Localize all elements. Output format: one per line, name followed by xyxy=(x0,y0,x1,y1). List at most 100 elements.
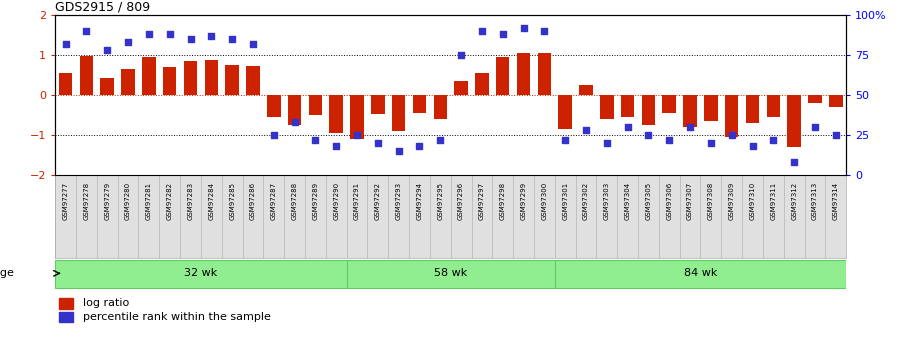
Bar xyxy=(267,95,281,117)
Point xyxy=(641,132,655,138)
Point xyxy=(807,124,822,130)
Bar xyxy=(59,73,72,95)
Text: GSM97283: GSM97283 xyxy=(187,181,194,220)
Text: GDS2915 / 809: GDS2915 / 809 xyxy=(55,1,150,14)
Text: GSM97284: GSM97284 xyxy=(208,181,214,220)
Bar xyxy=(496,57,510,95)
Text: GSM97286: GSM97286 xyxy=(250,181,256,220)
Point xyxy=(766,137,780,142)
Bar xyxy=(454,81,468,95)
Text: GSM97313: GSM97313 xyxy=(812,181,818,220)
Point xyxy=(245,41,261,47)
Point xyxy=(453,52,469,58)
Text: GSM97281: GSM97281 xyxy=(146,181,152,220)
Point xyxy=(287,119,301,125)
Text: GSM97312: GSM97312 xyxy=(791,181,797,220)
Point xyxy=(557,137,573,142)
Text: GSM97314: GSM97314 xyxy=(833,181,839,220)
Text: GSM97288: GSM97288 xyxy=(291,181,298,220)
Point xyxy=(100,48,114,53)
Bar xyxy=(288,95,301,125)
Bar xyxy=(433,95,447,119)
Bar xyxy=(787,95,801,147)
Text: GSM97303: GSM97303 xyxy=(604,181,610,220)
Text: GSM97290: GSM97290 xyxy=(333,181,339,220)
Bar xyxy=(621,95,634,117)
Point xyxy=(329,144,344,149)
Bar xyxy=(538,53,551,95)
FancyBboxPatch shape xyxy=(55,259,347,288)
Bar xyxy=(59,298,73,308)
Text: GSM97295: GSM97295 xyxy=(437,181,443,220)
Text: GSM97296: GSM97296 xyxy=(458,181,464,220)
Point xyxy=(496,31,510,37)
Text: GSM97278: GSM97278 xyxy=(83,181,90,220)
Text: GSM97309: GSM97309 xyxy=(729,181,735,220)
Point xyxy=(204,33,219,39)
Bar xyxy=(767,95,780,117)
Bar xyxy=(600,95,614,119)
Bar xyxy=(205,60,218,95)
Point xyxy=(80,28,94,34)
Point xyxy=(746,144,760,149)
Point xyxy=(58,41,73,47)
Point xyxy=(391,148,405,154)
Bar xyxy=(746,95,759,123)
Point xyxy=(349,132,364,138)
Bar xyxy=(662,95,676,113)
Point xyxy=(578,127,593,133)
Text: GSM97304: GSM97304 xyxy=(624,181,631,220)
Text: GSM97308: GSM97308 xyxy=(708,181,714,220)
FancyBboxPatch shape xyxy=(347,259,555,288)
FancyBboxPatch shape xyxy=(555,259,846,288)
Text: GSM97297: GSM97297 xyxy=(479,181,485,220)
Point xyxy=(120,39,136,45)
Bar xyxy=(184,61,197,95)
Text: GSM97305: GSM97305 xyxy=(645,181,652,220)
Text: age: age xyxy=(0,268,14,278)
Point xyxy=(162,31,176,37)
Text: GSM97292: GSM97292 xyxy=(375,181,381,220)
Text: GSM97294: GSM97294 xyxy=(416,181,423,220)
Bar xyxy=(225,65,239,95)
Text: GSM97307: GSM97307 xyxy=(687,181,693,220)
Bar xyxy=(808,95,822,103)
Text: GSM97293: GSM97293 xyxy=(395,181,402,220)
Text: percentile rank within the sample: percentile rank within the sample xyxy=(83,312,271,322)
Text: GSM97310: GSM97310 xyxy=(749,181,756,220)
Bar xyxy=(80,56,93,95)
Point xyxy=(786,159,802,165)
Bar xyxy=(59,312,73,322)
Point xyxy=(538,28,552,34)
Point xyxy=(183,36,197,42)
Point xyxy=(308,137,322,142)
Text: GSM97302: GSM97302 xyxy=(583,181,589,220)
Bar xyxy=(517,53,530,95)
Point xyxy=(662,137,676,142)
Bar xyxy=(163,67,176,95)
Text: GSM97291: GSM97291 xyxy=(354,181,360,220)
Bar xyxy=(309,95,322,115)
Bar xyxy=(725,95,738,137)
Text: GSM97311: GSM97311 xyxy=(770,181,776,220)
Bar xyxy=(371,95,385,114)
Bar xyxy=(558,95,572,129)
Point xyxy=(704,140,719,146)
Bar xyxy=(329,95,343,133)
Point xyxy=(682,124,697,130)
Point xyxy=(724,132,738,138)
Point xyxy=(412,144,427,149)
Text: GSM97282: GSM97282 xyxy=(167,181,173,220)
Text: GSM97280: GSM97280 xyxy=(125,181,131,220)
Bar xyxy=(829,95,843,107)
Point xyxy=(266,132,281,138)
Text: 58 wk: 58 wk xyxy=(434,268,467,278)
Point xyxy=(141,31,156,37)
Bar xyxy=(100,78,114,95)
Point xyxy=(599,140,614,146)
Text: GSM97285: GSM97285 xyxy=(229,181,235,220)
Point xyxy=(516,25,530,31)
Text: GSM97287: GSM97287 xyxy=(271,181,277,220)
Bar xyxy=(413,95,426,113)
Text: GSM97298: GSM97298 xyxy=(500,181,506,220)
